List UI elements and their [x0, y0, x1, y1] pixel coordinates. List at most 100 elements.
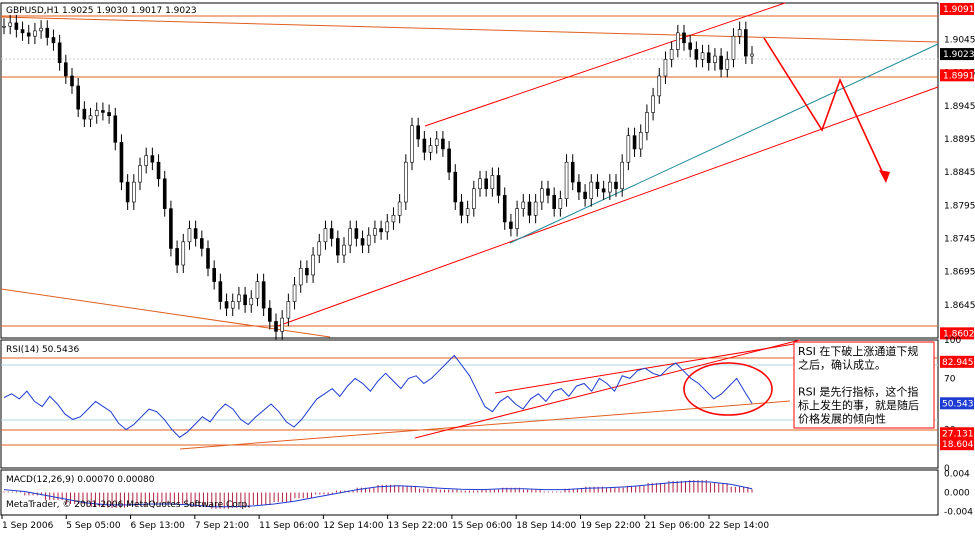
- price-candle-body: [150, 155, 155, 163]
- price-candle-body: [404, 161, 408, 203]
- price-candle-body: [744, 29, 748, 57]
- price-candle-body: [366, 234, 371, 246]
- price-candle-body: [70, 75, 74, 87]
- price-candle-body: [391, 214, 396, 223]
- macd-axis-tick-label: 0.004: [944, 469, 970, 479]
- price-candle-body: [428, 145, 433, 153]
- price-candle-body: [502, 195, 507, 223]
- price-candle-body: [119, 142, 124, 183]
- price-candle-body: [305, 268, 309, 276]
- price-level-tag: [940, 48, 974, 61]
- projection-arrowhead: [879, 170, 890, 183]
- macd-axis-tick-label: -0.004: [944, 508, 973, 518]
- price-candle-body: [694, 49, 699, 60]
- price-axis-tick-label: 1.8945: [944, 102, 975, 112]
- price-candle-body: [601, 188, 606, 193]
- channel-lower-line: [277, 86, 939, 327]
- price-axis-tick-label: 1.8745: [944, 234, 975, 244]
- price-candle-body: [286, 301, 291, 319]
- price-candle-body: [317, 241, 322, 256]
- price-candle-body: [546, 188, 550, 196]
- rsi-level-tag: [940, 438, 974, 451]
- time-axis-tick-label: 12 Sep 14:00: [323, 521, 383, 531]
- price-candle-body: [274, 321, 278, 332]
- projection-arrow: [763, 37, 887, 181]
- price-candle-body: [212, 268, 216, 282]
- price-candle-body: [354, 228, 359, 239]
- price-candle-body: [589, 181, 594, 199]
- rsi-level-tag-label: 18.6042: [942, 440, 975, 450]
- price-candle-body: [45, 27, 50, 38]
- macd-signal-line: [3, 480, 753, 508]
- price-candle-body: [336, 238, 340, 256]
- macd-histogram: [3, 480, 753, 509]
- channel-upper-line: [424, 2, 786, 127]
- annotation-line: 之后，确认成立。: [798, 358, 886, 372]
- price-level-tag: [940, 69, 974, 82]
- price-candle-body: [416, 125, 420, 140]
- rsi-axis-tick-label: 0: [944, 464, 950, 474]
- macd-header: MACD(12,26,9) 0.00070 0.00080: [6, 475, 155, 485]
- price-candle-body: [676, 32, 680, 50]
- price-candle-body: [682, 32, 686, 44]
- annotation-box: [793, 341, 935, 429]
- price-candle-body: [39, 27, 43, 32]
- price-candle-body: [706, 52, 711, 64]
- price-candle-body: [638, 132, 643, 150]
- macd-panel-frame: [0, 469, 939, 516]
- price-candle-body: [583, 191, 587, 199]
- price-candle-body: [249, 297, 254, 306]
- price-candle-body: [156, 161, 161, 180]
- price-candle-body: [434, 138, 439, 146]
- price-candle-body: [162, 178, 167, 209]
- price-candle-body: [193, 228, 198, 239]
- price-candle-body: [385, 221, 390, 233]
- price-candle-body: [725, 59, 730, 70]
- price-candle-body: [533, 201, 538, 216]
- time-axis-tick-label: 19 Sep 22:00: [580, 521, 640, 531]
- price-level-tag-label: 1.8991: [943, 71, 975, 81]
- price-candle-body: [663, 59, 668, 77]
- price-candle-body: [422, 138, 427, 153]
- price-candle-body: [397, 201, 402, 216]
- rsi-channel-upper: [494, 342, 801, 394]
- price-candle-body: [373, 228, 377, 236]
- time-axis-tick-label: 13 Sep 22:00: [388, 521, 448, 531]
- rsi-channel-lower: [414, 339, 801, 439]
- price-candle-body: [669, 49, 674, 60]
- price-candle-body: [206, 248, 210, 269]
- price-candle-body: [570, 161, 575, 183]
- price-candle-body: [33, 30, 37, 37]
- price-candle-body: [268, 307, 272, 322]
- price-candle-body: [255, 281, 260, 299]
- price-candle-body: [26, 32, 31, 37]
- price-candle-body: [441, 138, 445, 150]
- price-candle-body: [379, 228, 383, 233]
- price-candle-body: [577, 181, 581, 193]
- price-candle-body: [132, 181, 136, 203]
- rsi-axis-tick-label: 100: [944, 336, 961, 346]
- price-candle-body: [181, 241, 186, 266]
- price-candles: [2, 14, 754, 340]
- price-level-tag: [940, 327, 974, 340]
- time-axis: 1 Sep 2006 5 Sep 05:00 6 Sep 13:00 7 Sep 21…: [1, 515, 769, 531]
- copyright-text: MetaTrader, © 2001-2006 MetaQuotes Softw…: [6, 500, 250, 510]
- annotation-line: RSI 是先行指标，这个指: [798, 385, 918, 399]
- rsi-level-tag-label: 50.5436: [942, 399, 975, 409]
- price-candle-body: [731, 35, 736, 60]
- price-candle-body: [51, 37, 56, 44]
- price-candle-body: [472, 188, 476, 209]
- price-candle-body: [521, 201, 526, 209]
- price-candle-body: [490, 175, 495, 190]
- price-candle-body: [410, 125, 414, 163]
- price-candle-body: [175, 248, 179, 266]
- rsi-panel-frame: [0, 339, 939, 469]
- price-level-tag-label: 1.9091: [943, 5, 975, 15]
- price-candle-body: [64, 62, 68, 77]
- time-axis-tick-label: 22 Sep 14:00: [709, 521, 769, 531]
- price-candle-body: [144, 155, 148, 166]
- rsi-support-trendline: [179, 400, 791, 450]
- time-axis-tick-label: 1 Sep 2006: [2, 521, 54, 531]
- price-candle-body: [14, 22, 19, 30]
